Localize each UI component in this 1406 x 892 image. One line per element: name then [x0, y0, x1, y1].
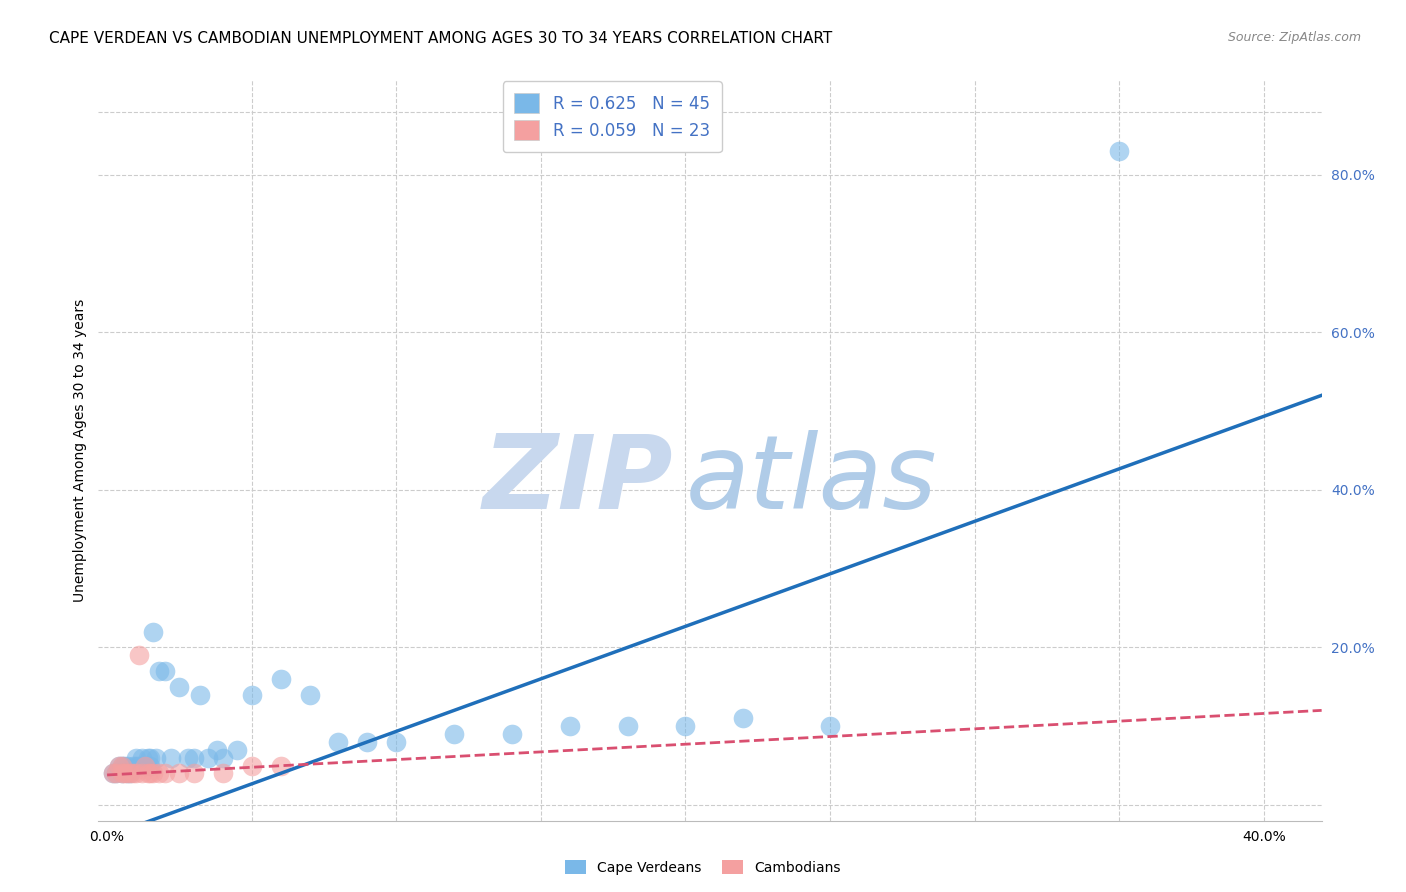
Point: [145, 750, 167, 764]
Point: [136, 766, 159, 780]
Point: [1108, 144, 1130, 158]
Point: [270, 758, 292, 772]
Point: [136, 750, 159, 764]
Point: [205, 743, 228, 757]
Point: [125, 750, 148, 764]
Text: CAPE VERDEAN VS CAMBODIAN UNEMPLOYMENT AMONG AGES 30 TO 34 YEARS CORRELATION CHA: CAPE VERDEAN VS CAMBODIAN UNEMPLOYMENT A…: [49, 31, 832, 46]
Point: [107, 758, 129, 772]
Point: [107, 758, 129, 772]
Point: [134, 758, 156, 772]
Point: [211, 750, 233, 764]
Point: [183, 750, 205, 764]
Point: [148, 766, 170, 780]
Point: [139, 750, 162, 764]
Point: [501, 727, 523, 741]
Point: [128, 648, 150, 663]
Legend: R = 0.625   N = 45, R = 0.059   N = 23: R = 0.625 N = 45, R = 0.059 N = 23: [503, 81, 721, 152]
Point: [125, 758, 148, 772]
Point: [385, 735, 408, 749]
Point: [120, 766, 142, 780]
Point: [122, 766, 145, 780]
Point: [733, 711, 755, 725]
Point: [139, 766, 162, 780]
Point: [159, 750, 181, 764]
Point: [110, 758, 132, 772]
Point: [328, 735, 350, 749]
Point: [675, 719, 697, 733]
Point: [226, 743, 249, 757]
Point: [117, 758, 139, 772]
Point: [183, 766, 205, 780]
Point: [443, 727, 465, 741]
Point: [240, 758, 263, 772]
Y-axis label: Unemployment Among Ages 30 to 34 years: Unemployment Among Ages 30 to 34 years: [73, 299, 87, 602]
Point: [101, 766, 124, 780]
Point: [240, 688, 263, 702]
Point: [104, 766, 127, 780]
Point: [153, 766, 176, 780]
Point: [104, 766, 127, 780]
Point: [818, 719, 841, 733]
Legend: Cape Verdeans, Cambodians: Cape Verdeans, Cambodians: [560, 855, 846, 880]
Point: [169, 680, 191, 694]
Point: [153, 664, 176, 678]
Point: [148, 664, 170, 678]
Point: [110, 758, 132, 772]
Point: [110, 766, 132, 780]
Point: [131, 750, 153, 764]
Point: [114, 766, 136, 780]
Point: [177, 750, 200, 764]
Point: [558, 719, 581, 733]
Point: [110, 766, 132, 780]
Point: [122, 758, 145, 772]
Text: atlas: atlas: [686, 430, 936, 530]
Text: Source: ZipAtlas.com: Source: ZipAtlas.com: [1227, 31, 1361, 45]
Point: [125, 766, 148, 780]
Point: [616, 719, 638, 733]
Text: ZIP: ZIP: [482, 430, 673, 531]
Point: [114, 758, 136, 772]
Point: [270, 672, 292, 686]
Point: [211, 766, 233, 780]
Point: [356, 735, 378, 749]
Point: [169, 766, 191, 780]
Point: [117, 766, 139, 780]
Point: [117, 766, 139, 780]
Point: [120, 766, 142, 780]
Point: [139, 758, 162, 772]
Point: [298, 688, 321, 702]
Point: [188, 688, 211, 702]
Point: [197, 750, 219, 764]
Point: [142, 624, 165, 639]
Point: [142, 766, 165, 780]
Point: [128, 758, 150, 772]
Point: [101, 766, 124, 780]
Point: [134, 758, 156, 772]
Point: [131, 766, 153, 780]
